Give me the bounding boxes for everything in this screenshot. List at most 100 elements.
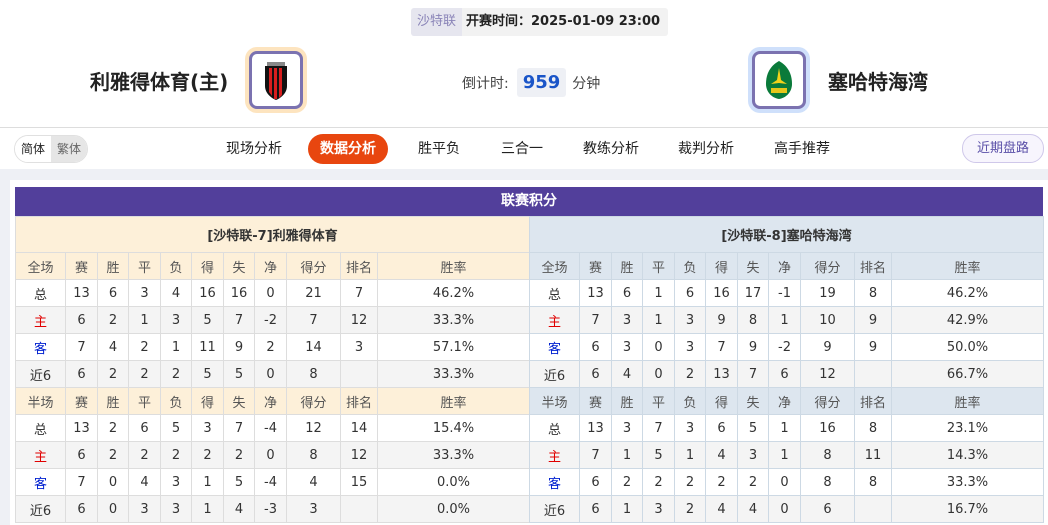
tab-data-analysis[interactable]: 数据分析 — [308, 134, 388, 164]
table-row: 主 7 3 1 3 9 8 1 10 9 42.9% — [529, 306, 1045, 334]
table-cell: 14 — [286, 333, 341, 361]
table-cell: 12 — [340, 441, 378, 469]
table-cell: 0.0% — [376, 468, 531, 496]
table-cell: 8 — [854, 414, 892, 442]
column-header: 胜 — [97, 252, 129, 280]
table-cell: 3 — [160, 306, 192, 334]
table-cell: 0 — [97, 495, 129, 523]
table-cell: 6 — [611, 279, 643, 307]
table-cell: 7 — [223, 306, 255, 334]
column-header: 净 — [254, 252, 287, 280]
tab-win-draw-loss[interactable]: 胜平负 — [418, 141, 460, 157]
table-cell: 2 — [97, 414, 129, 442]
column-header: 得分 — [286, 387, 341, 415]
table-cell: 2 — [160, 360, 192, 388]
league-badge[interactable]: 沙特联 — [411, 8, 463, 36]
table-cell: 13 — [705, 360, 738, 388]
table-cell: 6 — [800, 495, 855, 523]
column-header: 得 — [191, 387, 224, 415]
recent-form-button[interactable]: 近期盘路 — [962, 134, 1044, 163]
table-cell: 9 — [737, 333, 769, 361]
table-cell: 4 — [737, 495, 769, 523]
row-label: 近6 — [529, 495, 580, 523]
away-team-logo[interactable] — [748, 47, 810, 113]
column-header: 平 — [642, 252, 675, 280]
table-cell: -4 — [254, 414, 287, 442]
table-cell: 10 — [800, 306, 855, 334]
table-cell: 14 — [340, 414, 378, 442]
full-header-row: 全场赛胜平负得失净得分 排名 胜率 — [529, 252, 1045, 280]
row-label: 主 — [15, 306, 66, 334]
away-team-name[interactable]: 塞哈特海湾 — [828, 70, 928, 94]
table-cell: 7 — [65, 333, 98, 361]
column-header: 赛 — [579, 252, 612, 280]
table-cell: 1 — [642, 279, 675, 307]
table-cell: 4 — [223, 495, 255, 523]
table-cell: 1 — [642, 306, 675, 334]
away-crest-icon — [766, 61, 792, 99]
table-cell: 2 — [674, 468, 706, 496]
table-cell: 6 — [65, 495, 98, 523]
table-cell: 2 — [160, 441, 192, 469]
column-header: 失 — [223, 252, 255, 280]
column-header: 净 — [254, 387, 287, 415]
table-cell: 0.0% — [376, 495, 531, 523]
column-header: 半场 — [529, 387, 580, 415]
tab-expert-picks[interactable]: 高手推荐 — [774, 141, 830, 157]
table-cell: 3 — [611, 333, 643, 361]
table-cell: 5 — [191, 306, 224, 334]
table-cell: 2 — [128, 333, 161, 361]
table-cell: 2 — [97, 306, 129, 334]
column-header: 负 — [160, 387, 192, 415]
table-cell: 4 — [97, 333, 129, 361]
table-cell: 8 — [737, 306, 769, 334]
lang-traditional[interactable]: 繁体 — [51, 136, 88, 162]
tab-coach-analysis[interactable]: 教练分析 — [583, 141, 639, 157]
lang-simplified[interactable]: 简体 — [15, 136, 52, 162]
table-cell: 4 — [705, 441, 738, 469]
standings-title: 联赛积分 — [15, 187, 1043, 216]
row-label: 主 — [529, 441, 580, 469]
column-header: 得 — [191, 252, 224, 280]
home-team-logo[interactable] — [245, 47, 307, 113]
table-cell: -1 — [768, 279, 801, 307]
home-team-name[interactable]: 利雅得体育(主) — [90, 70, 229, 94]
table-cell: 1 — [611, 495, 643, 523]
table-cell: 6 — [65, 360, 98, 388]
row-label: 客 — [529, 333, 580, 361]
table-cell: 9 — [800, 333, 855, 361]
column-header: 净 — [768, 252, 801, 280]
table-cell: 7 — [579, 306, 612, 334]
column-header: 胜 — [97, 387, 129, 415]
table-cell: 6 — [65, 306, 98, 334]
table-cell: 3 — [737, 441, 769, 469]
table-cell: 7 — [579, 441, 612, 469]
table-cell: 46.2% — [376, 279, 531, 307]
tab-three-in-one[interactable]: 三合一 — [501, 141, 543, 157]
row-label: 客 — [15, 468, 66, 496]
tab-referee-analysis[interactable]: 裁判分析 — [678, 141, 734, 157]
table-cell: 23.1% — [890, 414, 1045, 442]
column-header: 赛 — [65, 252, 98, 280]
table-cell: 15.4% — [376, 414, 531, 442]
column-header: 排名 — [340, 387, 378, 415]
table-cell: 16 — [800, 414, 855, 442]
tab-live-analysis[interactable]: 现场分析 — [226, 141, 282, 157]
table-cell: 4 — [705, 495, 738, 523]
table-cell: 3 — [286, 495, 341, 523]
table-cell: 0 — [768, 495, 801, 523]
table-cell: 16.7% — [890, 495, 1045, 523]
column-header: 排名 — [854, 252, 892, 280]
table-cell: 5 — [191, 360, 224, 388]
table-cell: 16 — [705, 279, 738, 307]
column-header: 得分 — [800, 387, 855, 415]
table-cell: 4 — [160, 279, 192, 307]
row-label: 总 — [529, 414, 580, 442]
half-header-row: 半场赛胜平负得失净得分 排名 胜率 — [15, 387, 531, 415]
table-cell: 6 — [579, 468, 612, 496]
table-row: 总 13 2 6 5 3 7 -4 12 14 15.4% — [15, 414, 531, 442]
table-cell: 7 — [340, 279, 378, 307]
table-cell: 57.1% — [376, 333, 531, 361]
table-cell: 7 — [286, 306, 341, 334]
table-cell: 8 — [286, 360, 341, 388]
